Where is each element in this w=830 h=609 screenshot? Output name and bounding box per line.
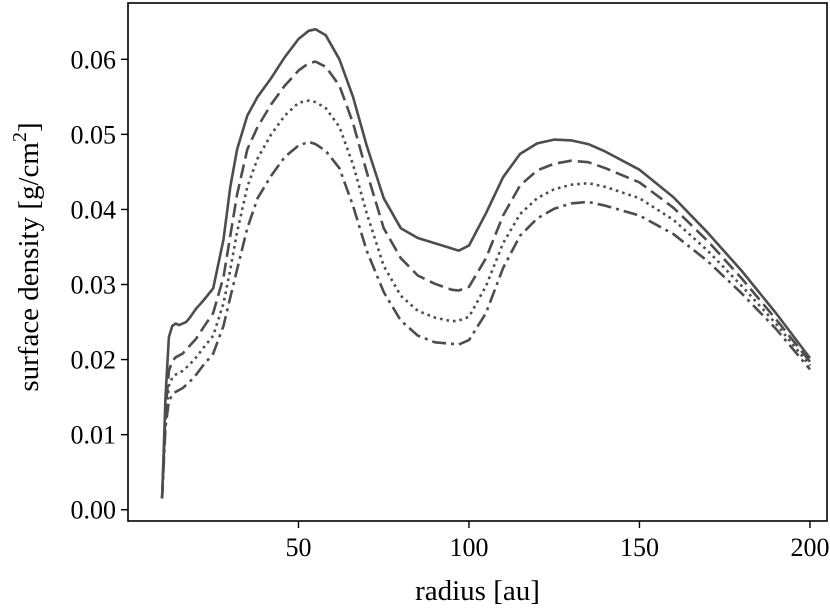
y-axis-label-main: surface density [g/cm (13, 142, 45, 392)
y-tick-label: 0.05 (71, 120, 117, 149)
y-tick-label: 0.06 (71, 45, 117, 74)
series-line-dashdot (160, 140, 811, 499)
y-axis-label-superscript: 2 (9, 132, 31, 142)
x-tick-label: 50 (285, 533, 311, 562)
y-tick-label: 0.02 (71, 346, 117, 375)
x-axis-label: radius [au] (415, 575, 540, 607)
y-tick-label: 0.04 (71, 195, 117, 224)
y-tick-label: 0.01 (71, 421, 117, 450)
series-line-dashed (160, 60, 812, 499)
y-tick-label: 0.00 (71, 496, 117, 525)
x-tick-label: 100 (449, 533, 488, 562)
series-line-solid (160, 28, 812, 499)
x-tick-label: 150 (620, 533, 659, 562)
x-axis-ticks: 50 100 150 200 (285, 521, 829, 562)
plot-frame (127, 2, 828, 522)
y-tick-label: 0.03 (71, 271, 117, 300)
series-layer (160, 28, 812, 499)
y-axis-ticks: 0.00 0.01 0.02 0.03 0.04 0.05 0.06 (71, 45, 128, 525)
series-line-dotted (160, 99, 812, 499)
y-axis-label: surface density [g/cm2] (9, 122, 45, 391)
y-axis-label-close: ] (13, 122, 45, 132)
x-tick-label: 200 (790, 533, 829, 562)
